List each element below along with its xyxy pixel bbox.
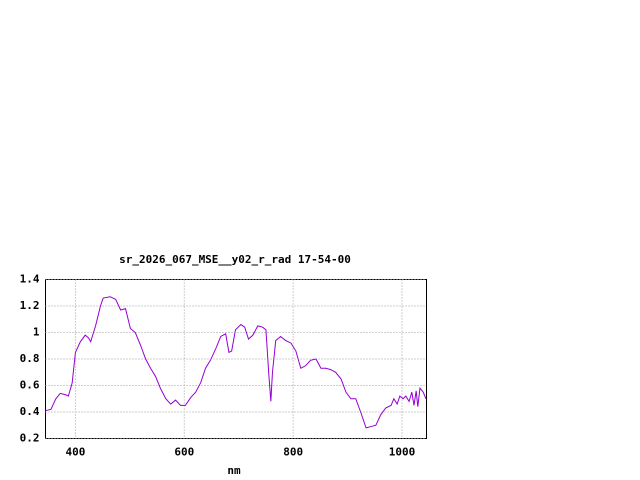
data-line bbox=[45, 296, 427, 429]
chart-title: sr_2026_067_MSE__y02_r_rad 17-54-00 bbox=[119, 253, 351, 266]
x-tick-label: 1000 bbox=[389, 446, 416, 459]
y-tick-label: 1 bbox=[33, 326, 40, 339]
x-axis-label: nm bbox=[227, 464, 241, 477]
x-tick-label: 400 bbox=[65, 446, 85, 459]
y-tick-label: 0.4 bbox=[20, 405, 40, 418]
y-tick-label: 0.8 bbox=[20, 352, 40, 365]
x-tick-label: 600 bbox=[174, 446, 194, 459]
y-tick-label: 0.6 bbox=[20, 379, 40, 392]
x-tick-label: 800 bbox=[283, 446, 303, 459]
y-tick-label: 0.2 bbox=[20, 432, 40, 445]
y-tick-label: 1.4 bbox=[20, 273, 40, 286]
y-tick-label: 1.2 bbox=[20, 299, 40, 312]
